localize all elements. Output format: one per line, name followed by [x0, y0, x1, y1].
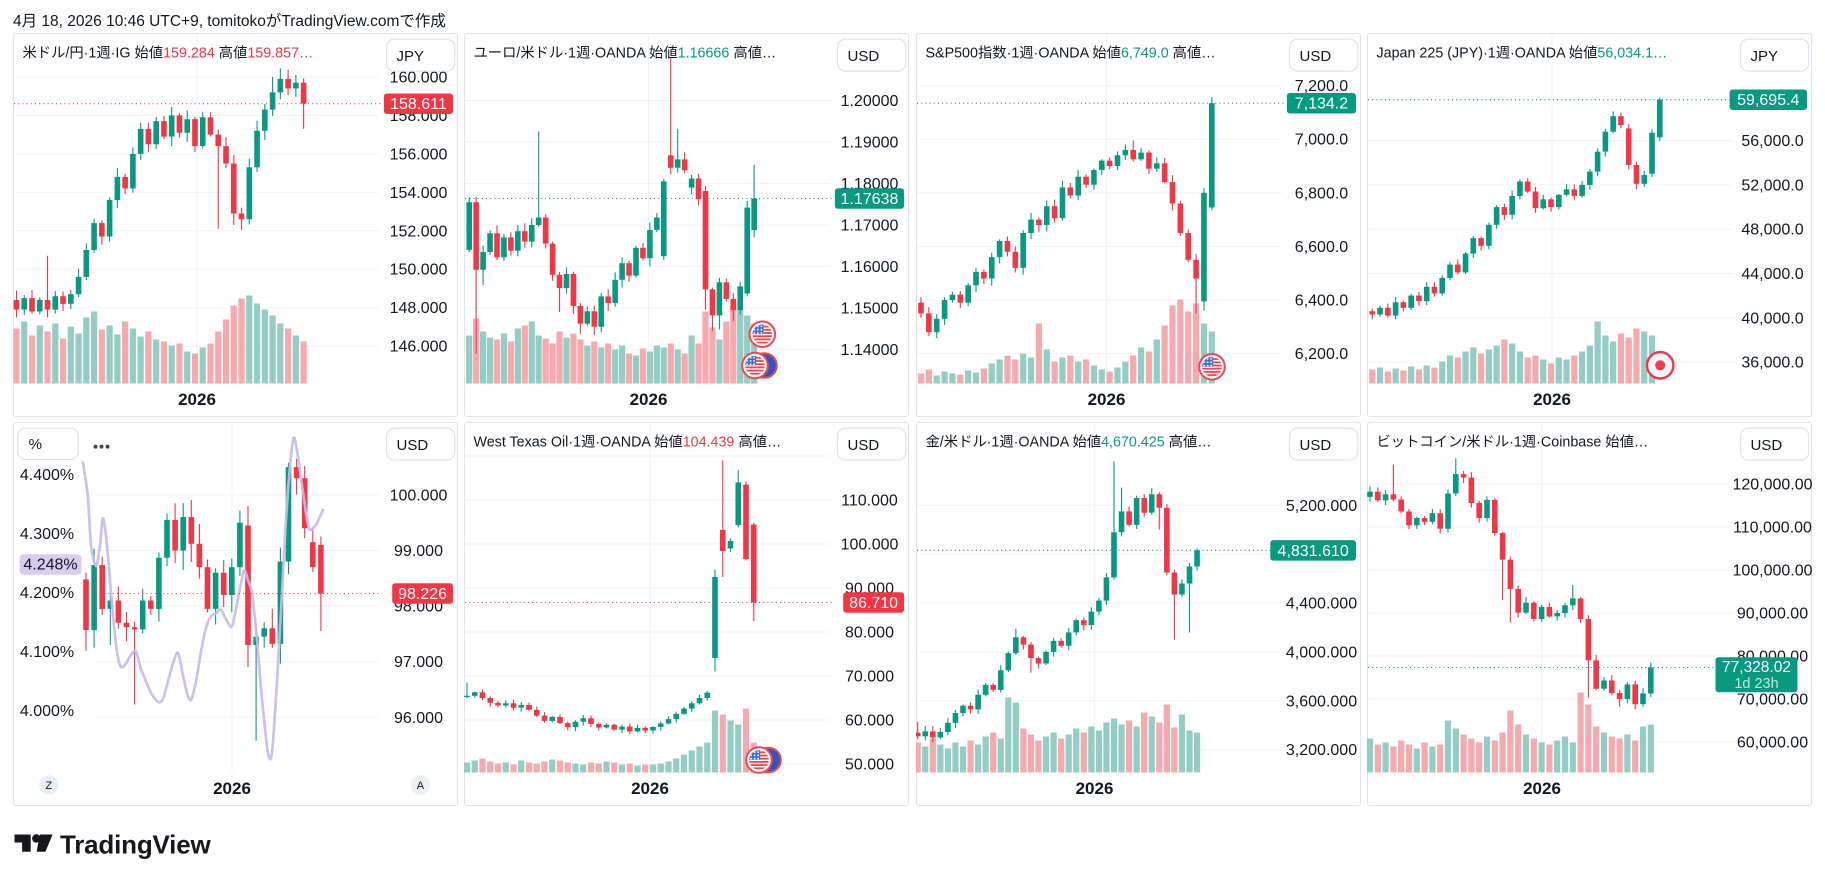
- svg-text:1.15000: 1.15000: [840, 301, 898, 318]
- svg-text:1d 23h: 1d 23h: [1734, 676, 1778, 692]
- svg-text:2026: 2026: [1533, 390, 1571, 409]
- svg-text:99.000: 99.000: [394, 543, 443, 560]
- svg-text:JPY: JPY: [1750, 48, 1778, 65]
- svg-text:100.000: 100.000: [390, 487, 448, 504]
- svg-text:52,000.0: 52,000.0: [1741, 177, 1803, 194]
- svg-text:6,400.0: 6,400.0: [1294, 293, 1347, 310]
- svg-text:TradingView: TradingView: [60, 832, 211, 860]
- svg-text:USD: USD: [1299, 48, 1331, 65]
- svg-text:2026: 2026: [1523, 779, 1561, 798]
- svg-text:156.000: 156.000: [390, 146, 448, 163]
- svg-text:USD: USD: [1299, 437, 1331, 454]
- svg-text:1.14000: 1.14000: [840, 342, 898, 359]
- svg-text:150.000: 150.000: [390, 262, 448, 279]
- svg-text:90,000.00: 90,000.00: [1736, 606, 1807, 623]
- svg-text:36,000.0: 36,000.0: [1741, 355, 1803, 372]
- svg-text:100,000.00: 100,000.00: [1732, 563, 1812, 580]
- svg-text:98.226: 98.226: [398, 586, 447, 603]
- svg-text:2026: 2026: [629, 390, 667, 409]
- svg-text:JPY: JPY: [397, 48, 425, 65]
- svg-text:米ドル/円·1週·IG 始値159.284 高値159.: 米ドル/円·1週·IG 始値159.284 高値159.857…: [23, 45, 314, 62]
- svg-text:120,000.00: 120,000.00: [1732, 477, 1812, 494]
- svg-text:1.17638: 1.17638: [840, 191, 898, 208]
- svg-text:40,000.0: 40,000.0: [1741, 310, 1803, 327]
- svg-text:USD: USD: [847, 48, 879, 65]
- svg-text:148.000: 148.000: [390, 300, 448, 317]
- svg-text:2026: 2026: [1075, 779, 1113, 798]
- svg-text:USD: USD: [1750, 437, 1782, 454]
- svg-text:4.200%: 4.200%: [20, 585, 74, 602]
- svg-text:60.000: 60.000: [845, 713, 894, 730]
- svg-text:A: A: [417, 780, 425, 792]
- svg-text:7,000.0: 7,000.0: [1294, 132, 1347, 149]
- svg-text:3,200.000: 3,200.000: [1285, 742, 1356, 759]
- svg-text:S&P500指数·1週·OANDA 始値6,749.0: S&P500指数·1週·OANDA 始値6,749.0 高値…: [925, 45, 1215, 62]
- svg-text:4.400%: 4.400%: [20, 467, 74, 484]
- svg-text:1.20000: 1.20000: [840, 93, 898, 110]
- svg-text:152.000: 152.000: [390, 223, 448, 240]
- svg-text:6,800.0: 6,800.0: [1294, 185, 1347, 202]
- svg-text:ユーロ/米ドル·1週·OANDA 始値1.16666 高: ユーロ/米ドル·1週·OANDA 始値1.16666 高値…: [473, 45, 776, 62]
- svg-text:60,000.00: 60,000.00: [1736, 735, 1807, 752]
- svg-text:2026: 2026: [213, 779, 251, 798]
- svg-text:2026: 2026: [631, 779, 669, 798]
- svg-text:96.000: 96.000: [394, 710, 443, 727]
- svg-text:Z: Z: [45, 780, 52, 792]
- svg-text:70.000: 70.000: [845, 669, 894, 686]
- svg-text:110.000: 110.000: [841, 493, 898, 510]
- svg-text:80.000: 80.000: [845, 625, 894, 642]
- svg-text:160.000: 160.000: [390, 69, 448, 86]
- svg-text:70,000.00: 70,000.00: [1736, 692, 1807, 709]
- svg-text:4,400.000: 4,400.000: [1285, 596, 1356, 613]
- svg-text:6,600.0: 6,600.0: [1294, 239, 1347, 256]
- svg-text:%: %: [29, 436, 42, 453]
- svg-text:7,200.0: 7,200.0: [1294, 78, 1347, 95]
- svg-text:1.17000: 1.17000: [840, 218, 898, 235]
- svg-text:4.100%: 4.100%: [20, 644, 74, 661]
- svg-text:Japan 225 (JPY)·1週·OANDA 始値56: Japan 225 (JPY)·1週·OANDA 始値56,034.1…: [1376, 45, 1667, 62]
- svg-text:56,000.0: 56,000.0: [1741, 133, 1803, 150]
- svg-text:4,000.000: 4,000.000: [1285, 644, 1356, 661]
- svg-text:158.611: 158.611: [390, 96, 447, 113]
- svg-text:6,200.0: 6,200.0: [1294, 346, 1347, 363]
- svg-text:146.000: 146.000: [390, 339, 448, 356]
- svg-text:3,600.000: 3,600.000: [1285, 693, 1356, 710]
- svg-text:USD: USD: [847, 437, 879, 454]
- svg-text:44,000.0: 44,000.0: [1741, 266, 1803, 283]
- svg-text:2026: 2026: [1087, 390, 1125, 409]
- svg-text:86.710: 86.710: [849, 595, 898, 612]
- svg-text:100.000: 100.000: [840, 537, 898, 554]
- svg-text:1.16000: 1.16000: [840, 259, 898, 276]
- svg-text:48,000.0: 48,000.0: [1741, 222, 1803, 239]
- svg-text:2026: 2026: [178, 390, 216, 409]
- svg-text:77,328.02: 77,328.02: [1722, 659, 1791, 676]
- svg-text:4.300%: 4.300%: [20, 526, 74, 543]
- svg-text:4.248%: 4.248%: [23, 557, 77, 574]
- svg-text:4,831.610: 4,831.610: [1277, 543, 1348, 560]
- svg-text:50.000: 50.000: [845, 757, 894, 774]
- svg-text:7,134.2: 7,134.2: [1294, 96, 1347, 113]
- svg-text:97.000: 97.000: [394, 654, 443, 671]
- svg-text:USD: USD: [397, 437, 429, 454]
- svg-text:110,000.00: 110,000.00: [1733, 520, 1812, 537]
- svg-text:5,200.000: 5,200.000: [1285, 498, 1356, 515]
- svg-text:ビットコイン/米ドル·1週·Coinbase 始値…: ビットコイン/米ドル·1週·Coinbase 始値…: [1376, 434, 1648, 451]
- svg-text:154.000: 154.000: [390, 185, 448, 202]
- svg-text:West Texas Oil·1週·OANDA 始値104: West Texas Oil·1週·OANDA 始値104.439 高値…: [473, 434, 781, 451]
- svg-text:4.000%: 4.000%: [20, 703, 74, 720]
- svg-text:金/米ドル·1週·OANDA 始値4,670.425 高: 金/米ドル·1週·OANDA 始値4,670.425 高値…: [925, 434, 1211, 451]
- svg-text:1.19000: 1.19000: [840, 135, 898, 152]
- svg-text:59,695.4: 59,695.4: [1737, 92, 1799, 109]
